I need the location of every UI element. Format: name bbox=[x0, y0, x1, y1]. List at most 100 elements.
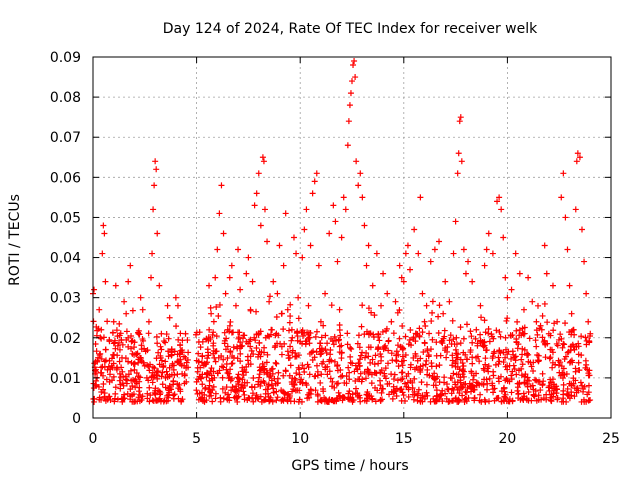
data-point-band bbox=[417, 355, 424, 362]
data-point bbox=[160, 362, 167, 369]
data-point-band bbox=[324, 398, 331, 405]
data-point-band bbox=[137, 356, 144, 363]
data-point-band bbox=[164, 392, 171, 399]
data-point bbox=[357, 170, 364, 177]
data-point bbox=[576, 154, 583, 161]
data-point-band bbox=[519, 361, 526, 368]
data-point-band bbox=[359, 302, 366, 309]
data-point-band bbox=[573, 343, 580, 350]
data-point-band bbox=[435, 330, 442, 337]
data-point-band bbox=[293, 370, 300, 377]
data-point-band bbox=[157, 343, 164, 350]
data-point bbox=[245, 254, 252, 261]
data-point-band bbox=[447, 332, 454, 339]
data-point bbox=[315, 262, 322, 269]
data-point-band bbox=[428, 363, 435, 370]
data-point-band bbox=[540, 378, 547, 385]
data-point-band bbox=[551, 381, 558, 388]
data-point-band bbox=[262, 334, 269, 341]
data-point-band bbox=[159, 369, 166, 376]
data-point-band bbox=[273, 397, 280, 404]
data-point-band bbox=[170, 392, 177, 399]
data-point-band bbox=[393, 357, 400, 364]
data-point bbox=[458, 158, 465, 165]
data-point bbox=[350, 62, 357, 69]
data-point-band bbox=[543, 391, 550, 398]
data-point-band bbox=[376, 337, 383, 344]
data-point-band bbox=[287, 362, 294, 369]
data-point-band bbox=[513, 371, 520, 378]
data-point-band bbox=[227, 349, 234, 356]
data-point-band bbox=[495, 354, 502, 361]
data-point-band bbox=[327, 375, 334, 382]
data-point-band bbox=[534, 302, 541, 309]
data-point bbox=[127, 262, 134, 269]
data-point-band bbox=[470, 376, 477, 383]
data-point-band bbox=[265, 381, 272, 388]
data-point bbox=[106, 378, 113, 385]
data-point bbox=[108, 362, 115, 369]
data-point-band bbox=[559, 375, 566, 382]
data-point bbox=[355, 182, 362, 189]
data-point bbox=[581, 258, 588, 265]
data-point-band bbox=[157, 352, 164, 359]
data-point-band bbox=[177, 386, 184, 393]
data-point bbox=[131, 366, 138, 373]
data-point-band bbox=[179, 337, 186, 344]
data-point-band bbox=[410, 334, 417, 341]
data-point-band bbox=[322, 366, 329, 373]
data-point bbox=[353, 158, 360, 165]
data-point-band bbox=[398, 369, 405, 376]
data-point-band bbox=[139, 393, 146, 400]
data-point-band bbox=[297, 379, 304, 386]
data-point bbox=[96, 306, 103, 313]
data-point-band bbox=[349, 391, 356, 398]
data-point-band bbox=[379, 385, 386, 392]
data-point bbox=[183, 378, 190, 385]
data-point-band bbox=[393, 348, 400, 355]
data-point bbox=[554, 318, 561, 325]
data-point-band bbox=[486, 338, 493, 345]
data-point bbox=[566, 282, 573, 289]
data-point bbox=[564, 246, 571, 253]
data-point-band bbox=[335, 380, 342, 387]
data-point-band bbox=[375, 360, 382, 367]
data-point-band bbox=[468, 370, 475, 377]
data-point bbox=[220, 230, 227, 237]
data-point-band bbox=[96, 351, 103, 358]
data-point-band bbox=[212, 358, 219, 365]
data-point-band bbox=[407, 361, 414, 368]
data-point-band bbox=[109, 329, 116, 336]
data-point bbox=[340, 194, 347, 201]
data-point-band bbox=[153, 397, 160, 404]
data-point-band bbox=[431, 398, 438, 405]
data-point-band bbox=[385, 338, 392, 345]
data-point-band bbox=[441, 379, 448, 386]
data-point-band bbox=[570, 375, 577, 382]
data-point-band bbox=[207, 389, 214, 396]
data-point bbox=[585, 318, 592, 325]
data-point-band bbox=[224, 370, 231, 377]
data-point-band bbox=[286, 319, 293, 326]
data-point bbox=[378, 302, 385, 309]
data-point-band bbox=[555, 362, 562, 369]
data-point-band bbox=[575, 359, 582, 366]
data-point-band bbox=[493, 327, 500, 334]
data-point-band bbox=[291, 375, 298, 382]
data-point-band bbox=[314, 372, 321, 379]
y-tick-label: 0.08 bbox=[50, 90, 81, 106]
data-point-band bbox=[464, 384, 471, 391]
data-point-band bbox=[235, 375, 242, 382]
data-point-band bbox=[453, 384, 460, 391]
data-point-band bbox=[110, 373, 117, 380]
data-point-band bbox=[123, 328, 130, 335]
data-point-band bbox=[550, 393, 557, 400]
data-point-band bbox=[460, 335, 467, 342]
data-point-band bbox=[136, 384, 143, 391]
data-point bbox=[125, 278, 132, 285]
data-point-band bbox=[299, 362, 306, 369]
data-point-band bbox=[273, 360, 280, 367]
data-point-band bbox=[153, 369, 160, 376]
data-point-band bbox=[437, 391, 444, 398]
data-point-band bbox=[504, 377, 511, 384]
